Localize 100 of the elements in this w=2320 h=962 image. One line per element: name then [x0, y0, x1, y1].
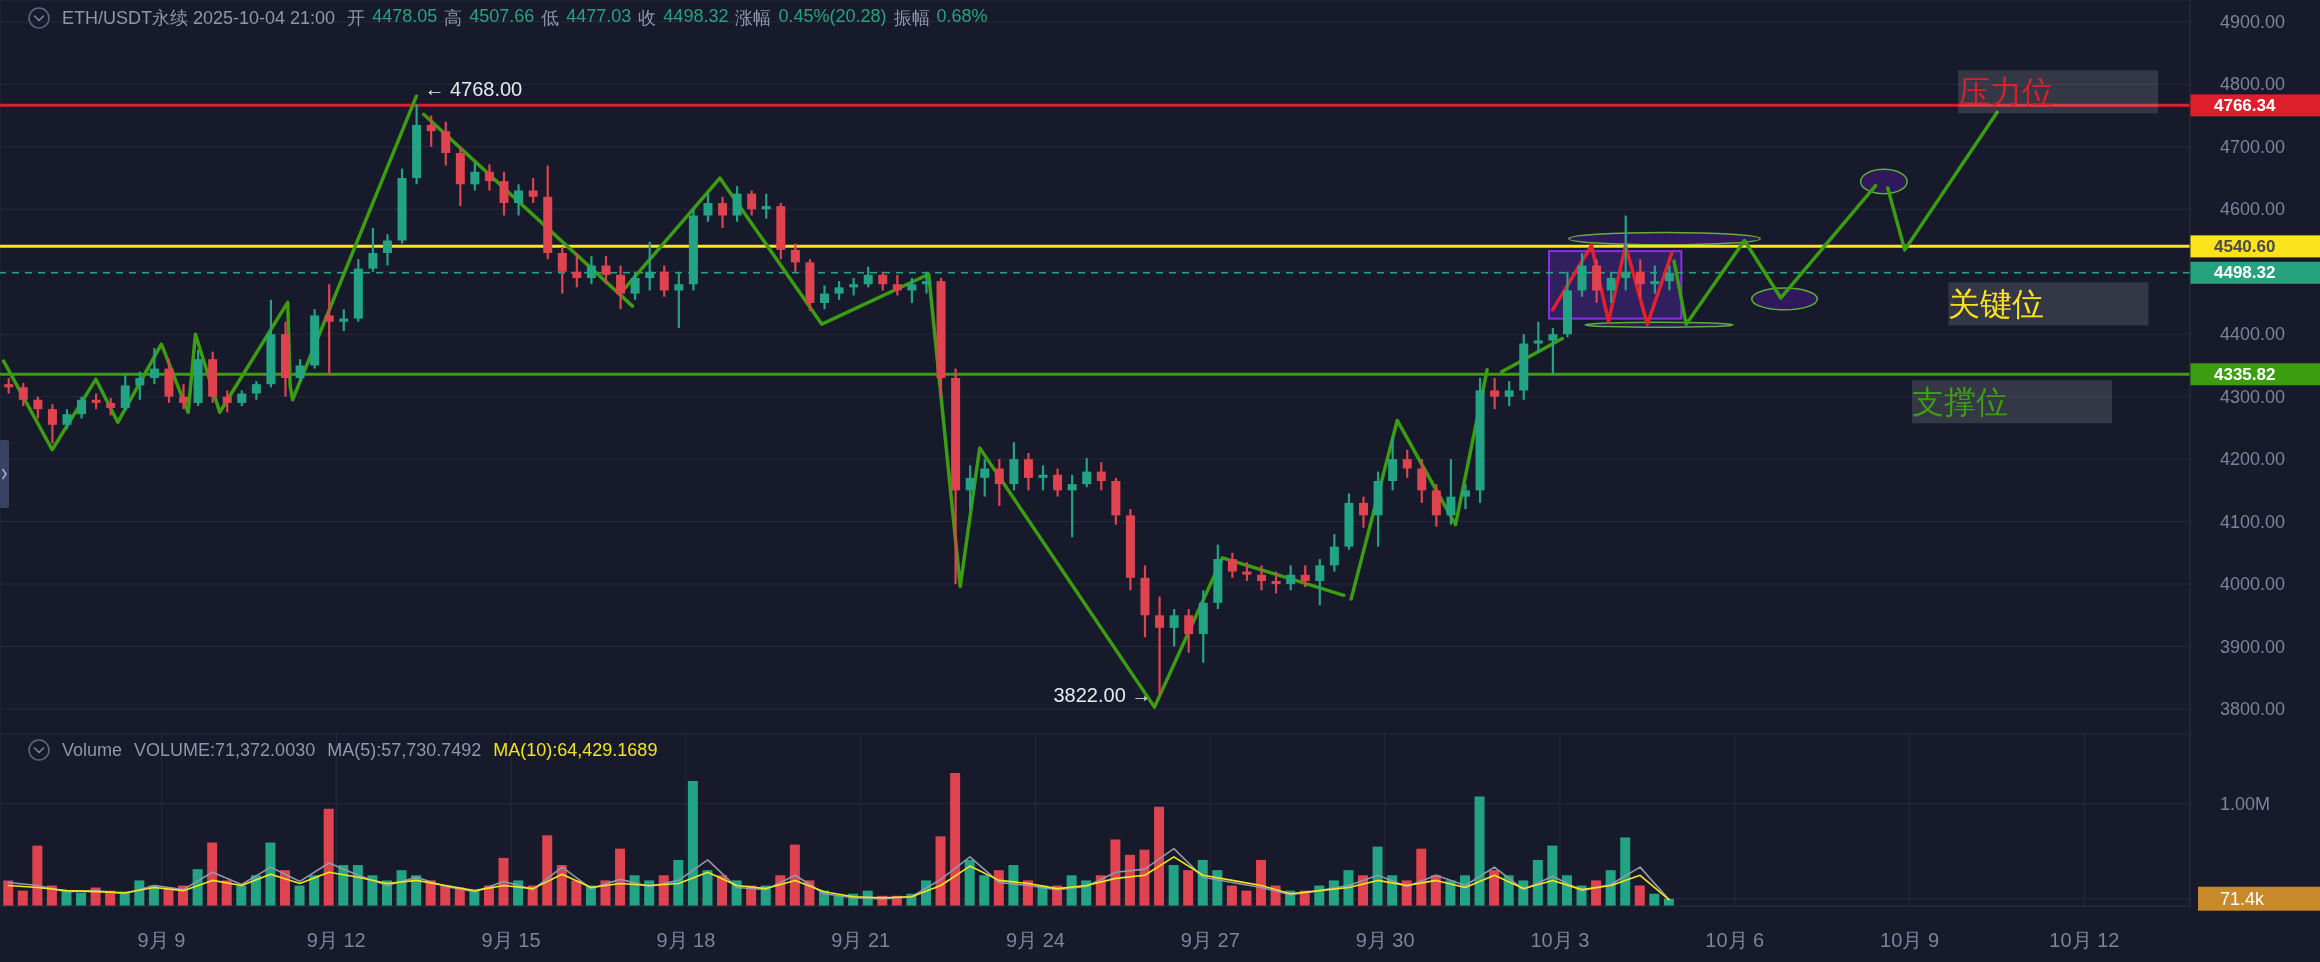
candlestick [1023, 451, 1033, 492]
bar [1416, 848, 1427, 906]
candlestick [980, 458, 990, 498]
bar [658, 875, 669, 906]
candlestick [732, 185, 742, 223]
candlestick [295, 358, 305, 383]
y-tick-label: 4200.00 [2220, 449, 2286, 470]
candlestick [1460, 483, 1470, 511]
x-tick-label: 10月 9 [1880, 929, 1940, 951]
ref-line-label: 4335.82 [2214, 364, 2276, 384]
candlestick [907, 276, 917, 305]
y-tick-label: 3800.00 [2220, 699, 2286, 720]
candlestick [1184, 607, 1194, 654]
bar [993, 870, 1004, 906]
bar [1591, 880, 1602, 906]
candlestick [1417, 458, 1427, 504]
candlestick [616, 264, 626, 311]
x-tick-label: 9月 21 [831, 929, 891, 951]
bar [1372, 846, 1383, 906]
candlestick [1388, 436, 1398, 492]
candlestick [324, 283, 334, 376]
candlestick [1286, 564, 1296, 592]
y-tick-label: 71.4k [2220, 888, 2266, 909]
candlestick [1402, 448, 1412, 479]
candlestick [149, 346, 159, 386]
y-tick-label: 4000.00 [2220, 574, 2286, 595]
candlestick [1038, 464, 1048, 492]
bar [323, 808, 334, 906]
candlestick [834, 280, 844, 301]
candlestick [572, 251, 582, 289]
bar [1197, 859, 1208, 906]
candlestick [1359, 495, 1368, 529]
candlestick [499, 170, 509, 217]
candlestick [47, 403, 57, 445]
bar [1066, 875, 1077, 906]
bar [236, 885, 247, 906]
bar [1226, 885, 1237, 906]
bar [17, 890, 28, 906]
bar [1532, 859, 1543, 906]
bar [1110, 839, 1121, 906]
ref-line-label: 4540.60 [2214, 236, 2276, 256]
bar [396, 870, 407, 906]
candlestick [1504, 379, 1514, 408]
candlestick [703, 192, 713, 223]
bar [1183, 870, 1194, 906]
bar [1474, 796, 1485, 906]
text: MA(10):64,429.1689 [493, 739, 658, 761]
candlestick [62, 408, 72, 431]
bar [964, 859, 975, 906]
bar [1139, 849, 1150, 906]
x-tick-label: 10月 6 [1705, 929, 1765, 951]
text: ETH/USDT永续 2025-10-04 21:00 [62, 7, 336, 30]
candlestick [994, 458, 1004, 508]
bar [32, 845, 43, 906]
bar [687, 781, 698, 906]
candlestick [1635, 258, 1645, 298]
candlestick [557, 245, 567, 295]
bar [935, 836, 946, 906]
candlestick [18, 381, 28, 408]
candlestick [77, 395, 87, 420]
y-tick-label: 4600.00 [2220, 199, 2286, 220]
x-tick-label: 9月 9 [137, 929, 186, 951]
bar [221, 880, 232, 906]
bar [789, 844, 800, 906]
line-series [7, 856, 1671, 901]
text: 开 4478.05 高 4507.66 低 4477.03 收 4498.32 涨幅 0.45%(20.28) 振幅 0.68% [347, 6, 988, 28]
bar [207, 842, 218, 906]
candlestick [761, 192, 771, 220]
candlestick [1082, 456, 1092, 489]
candlestick [1329, 533, 1339, 573]
candlestick [1533, 320, 1543, 355]
x-tick-label: 9月 30 [1355, 929, 1415, 951]
bar [1124, 854, 1135, 906]
bar [352, 865, 363, 906]
candlestick [33, 395, 43, 420]
bar [1256, 859, 1267, 906]
bar [3, 880, 14, 906]
candlestick [484, 163, 494, 192]
candlestick [426, 114, 436, 148]
candlestick [1548, 326, 1558, 376]
candlestick [1155, 595, 1165, 697]
bar [367, 875, 378, 906]
candlestick [1300, 564, 1310, 589]
candlestick [1490, 376, 1500, 411]
x-tick-label: 9月 12 [306, 929, 366, 951]
candlestick [1315, 557, 1325, 607]
candlestick [470, 161, 480, 192]
chart-subtitle: VOLUME:71,372.0030 [134, 739, 316, 761]
bar [1489, 870, 1500, 906]
candlestick [965, 464, 975, 511]
y-tick-label: 4100.00 [2220, 511, 2286, 532]
y-tick-label: 4900.00 [2220, 11, 2286, 32]
y-tick-label: 4300.00 [2220, 386, 2286, 407]
candlestick [659, 264, 669, 298]
candlestick [878, 270, 888, 292]
candlestick [1169, 607, 1179, 648]
bar [1008, 865, 1019, 906]
bar [615, 848, 626, 906]
x-tick-label: 9月 18 [656, 929, 716, 951]
candlestick [135, 370, 145, 401]
